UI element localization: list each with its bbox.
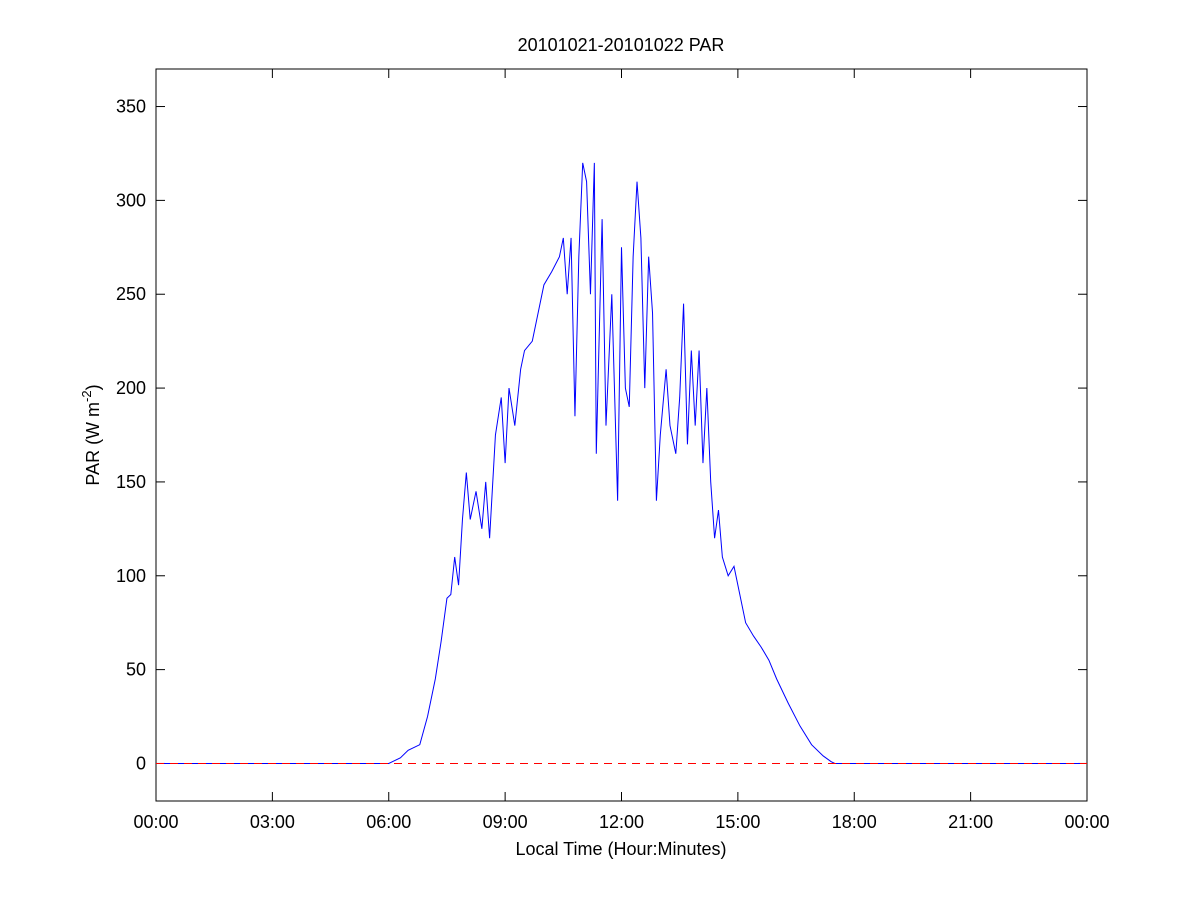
y-tick-label: 200 bbox=[116, 378, 146, 398]
chart-title: 20101021-20101022 PAR bbox=[518, 35, 725, 55]
x-tick-label: 06:00 bbox=[366, 812, 411, 832]
y-label-suffix: ) bbox=[83, 384, 103, 390]
x-tick-label: 12:00 bbox=[599, 812, 644, 832]
y-tick-label: 350 bbox=[116, 97, 146, 117]
y-label-text: PAR (W m bbox=[83, 402, 103, 486]
x-tick-label: 00:00 bbox=[133, 812, 178, 832]
y-label-superscript: -2 bbox=[79, 390, 94, 402]
x-tick-label: 18:00 bbox=[832, 812, 877, 832]
y-tick-label: 50 bbox=[126, 660, 146, 680]
y-tick-label: 0 bbox=[136, 753, 146, 773]
y-tick-label: 300 bbox=[116, 190, 146, 210]
x-tick-label: 21:00 bbox=[948, 812, 993, 832]
y-axis-label: PAR (W m-2) bbox=[79, 384, 103, 485]
x-tick-label: 15:00 bbox=[715, 812, 760, 832]
y-tick-label: 100 bbox=[116, 566, 146, 586]
x-tick-label: 03:00 bbox=[250, 812, 295, 832]
data-line bbox=[156, 162, 1087, 764]
x-axis-label: Local Time (Hour:Minutes) bbox=[515, 839, 726, 859]
x-tick-label: 00:00 bbox=[1064, 812, 1109, 832]
x-tick-label: 09:00 bbox=[483, 812, 528, 832]
y-tick-label: 150 bbox=[116, 472, 146, 492]
y-tick-label: 250 bbox=[116, 284, 146, 304]
